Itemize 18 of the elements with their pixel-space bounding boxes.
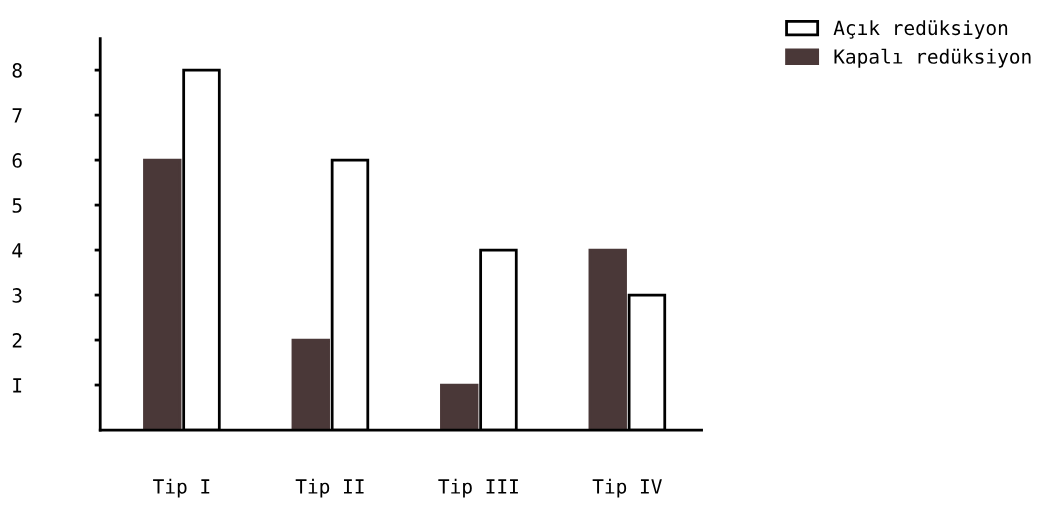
x-tick-label: Tip II: [295, 478, 364, 498]
bar: [588, 248, 627, 431]
y-tick-label: 4: [12, 243, 23, 258]
bar: [291, 338, 330, 431]
y-tick-label: I: [13, 378, 22, 393]
bar: [440, 383, 479, 431]
y-tick-label: 2: [12, 333, 22, 348]
y-tick-label: 7: [12, 108, 22, 123]
y-tick-label: 8: [12, 63, 22, 78]
y-tick-label: 6: [12, 153, 22, 168]
legend-label: Kapalı redüksiyon: [834, 48, 1031, 68]
x-tick-label: Tip IV: [592, 478, 662, 498]
x-tick-label: Tip III: [438, 478, 518, 498]
bar: [143, 158, 182, 431]
x-tick-label: Tip I: [153, 478, 210, 498]
y-tick-label: 3: [12, 288, 22, 303]
y-tick-label: 5: [12, 198, 22, 213]
legend-label: Açık redüksiyon: [833, 20, 1008, 39]
